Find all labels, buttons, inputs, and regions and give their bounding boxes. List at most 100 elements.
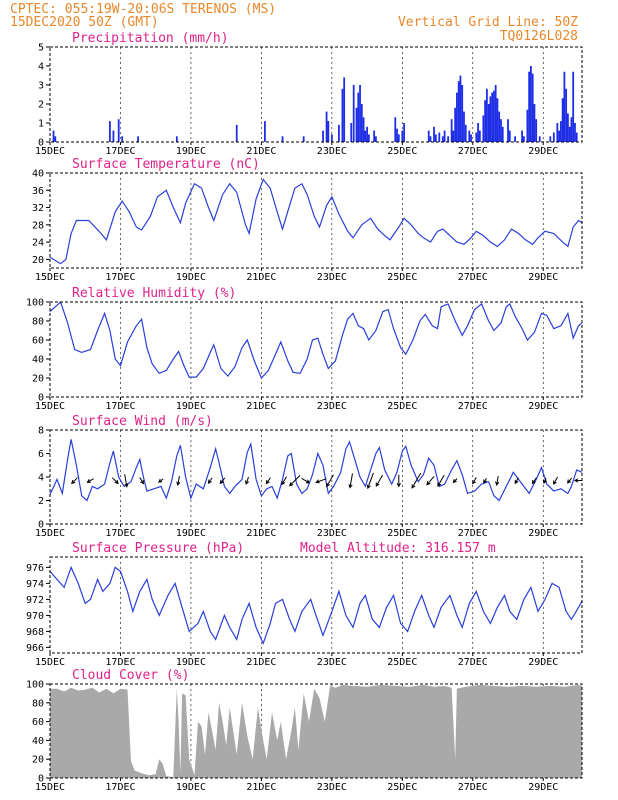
x-tick-label: 17DEC <box>105 657 135 668</box>
panel-frame <box>49 429 583 525</box>
precip-bar <box>54 136 57 142</box>
y-tick-label: 3 <box>38 81 44 92</box>
x-tick-label: 19DEC <box>176 146 206 157</box>
precip-bar <box>359 85 361 142</box>
y-tick-label: 8 <box>38 426 44 437</box>
precip-bar <box>459 75 462 142</box>
precip-bar <box>281 136 284 142</box>
x-tick-label: 15DEC <box>35 401 65 412</box>
panel-frame <box>49 46 583 143</box>
precip-bar <box>401 130 404 142</box>
header-location: CPTEC: 055:19W-20:06S TERENOS (MS) <box>10 2 276 17</box>
precip-bar <box>434 134 437 142</box>
wind-vector <box>531 477 537 485</box>
x-tick-label: 25DEC <box>387 782 417 793</box>
precip-bar <box>364 130 367 142</box>
y-tick-label: 6 <box>38 449 44 460</box>
y-tick-label: 100 <box>26 298 44 309</box>
y-tick-label: 36 <box>32 186 44 197</box>
panels: Precipitation (mm/h) 15DEC 17DEC 19DEC 21DEC… <box>26 31 583 793</box>
precip-bar <box>572 71 575 142</box>
x-tick-label: 25DEC <box>387 401 417 412</box>
precip-bar <box>567 113 569 142</box>
panel-3: Relative Humidity (%) 15DEC 17DEC 19DEC 21DE… <box>26 286 583 412</box>
precip-bar <box>302 136 305 142</box>
y-tick-label: 40 <box>32 169 44 180</box>
precip-bar <box>117 119 120 142</box>
header-model-code: TQ0126L028 <box>500 29 578 44</box>
x-tick-label: 15DEC <box>35 528 65 539</box>
y-tick-label: 966 <box>26 643 44 654</box>
y-tick-label: 970 <box>26 611 44 622</box>
precip-bar <box>394 117 397 142</box>
precip-bar <box>438 132 441 142</box>
wind-vector <box>426 476 435 486</box>
panel-title: Surface Wind (m/s) <box>72 414 213 429</box>
panel-4: Surface Wind (m/s) 15DEC 17DEC 19DEC 21DEC 23… <box>35 414 583 539</box>
precip-bar <box>493 90 495 142</box>
precip-bar <box>52 130 55 142</box>
wind-vector <box>495 476 500 487</box>
series-line <box>49 439 583 502</box>
precip-bar <box>494 85 497 142</box>
panel-6: Cloud Cover (%) 15DEC 17DEC 19DEC 21DEC 23DEC… <box>26 668 583 793</box>
x-tick-label: 19DEC <box>176 657 206 668</box>
y-tick-label: 40 <box>32 736 44 747</box>
wind-vector <box>483 477 488 484</box>
y-tick-label: 1 <box>38 119 44 130</box>
x-tick-label: 19DEC <box>176 401 206 412</box>
x-tick-label: 23DEC <box>317 782 347 793</box>
precip-bar <box>457 81 460 142</box>
precip-bar <box>549 136 552 142</box>
precip-bar <box>522 136 525 142</box>
y-tick-label: 32 <box>32 203 44 214</box>
wind-vector <box>396 474 401 488</box>
panel-frame <box>49 172 583 269</box>
precip-bar <box>461 85 464 142</box>
y-tick-label: 5 <box>38 43 44 54</box>
y-tick-label: 20 <box>32 755 44 766</box>
y-tick-label: 972 <box>26 595 44 606</box>
panel-5: Surface Pressure (hPa) Model Altitude: 31… <box>26 541 583 668</box>
wind-vector <box>265 477 271 485</box>
wind-vector <box>348 473 353 489</box>
wind-vector <box>289 475 301 487</box>
wind-vector <box>472 477 477 485</box>
precip-bar <box>535 119 538 142</box>
x-tick-label: 25DEC <box>387 146 417 157</box>
precip-bar <box>501 126 504 142</box>
wind-vector <box>573 478 583 483</box>
y-tick-label: 40 <box>32 355 44 366</box>
panel-title: Relative Humidity (%) <box>72 286 236 301</box>
precip-bar <box>441 136 444 142</box>
y-tick-label: 976 <box>26 563 44 574</box>
y-tick-label: 28 <box>32 220 44 231</box>
precip-bar <box>121 136 124 142</box>
x-tick-label: 15DEC <box>35 782 65 793</box>
precip-bar <box>514 136 516 142</box>
panel-annotation: Model Altitude: 316.157 m <box>300 541 496 556</box>
x-tick-label: 21DEC <box>246 657 276 668</box>
wind-vector <box>411 472 422 489</box>
x-tick-label: 21DEC <box>246 146 276 157</box>
y-tick-label: 24 <box>32 238 44 249</box>
wind-vector <box>553 476 559 485</box>
precip-bar <box>427 130 430 142</box>
panel-frame <box>49 683 583 779</box>
precip-bar <box>468 130 471 142</box>
precip-bar <box>487 104 490 142</box>
precip-bar <box>498 111 501 142</box>
series-line <box>49 565 583 646</box>
precip-bar <box>530 66 532 142</box>
precip-bar <box>489 96 492 142</box>
x-tick-label: 21DEC <box>246 401 276 412</box>
series-line <box>49 178 583 265</box>
wind-vector <box>219 477 226 485</box>
x-tick-label: 15DEC <box>35 146 65 157</box>
precip-bar <box>374 136 377 142</box>
y-tick-label: 0 <box>38 774 44 785</box>
precip-bar <box>403 123 405 142</box>
x-tick-label: 29DEC <box>528 782 558 793</box>
precip-bar <box>496 98 499 142</box>
